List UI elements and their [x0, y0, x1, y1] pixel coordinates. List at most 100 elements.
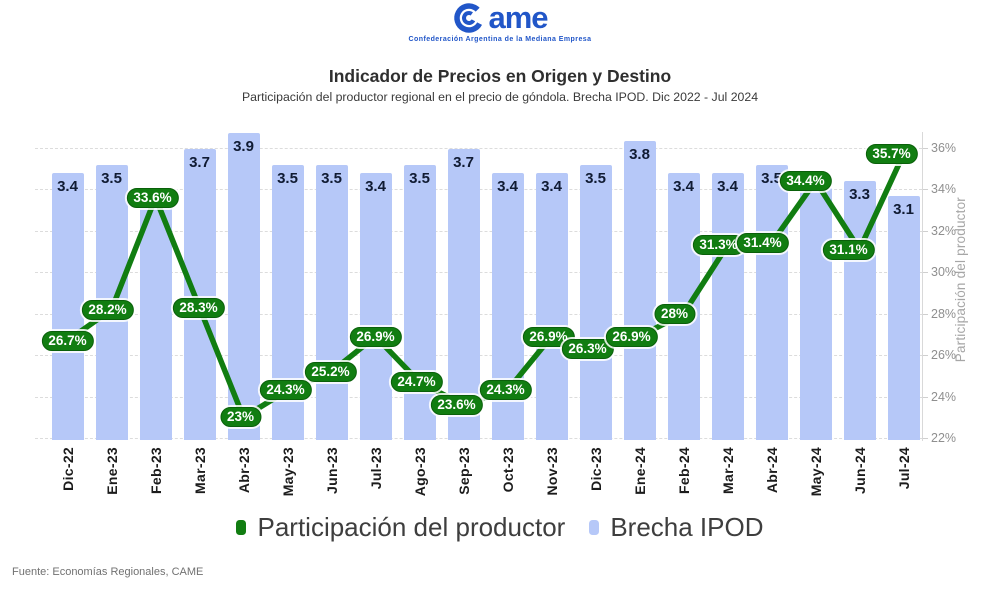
- x-axis-label: Ago-23: [411, 447, 428, 497]
- bar-Nov-23: [535, 172, 568, 440]
- came-logo-text: ame: [488, 0, 548, 35]
- x-axis-label: Jun-23: [323, 447, 340, 494]
- line-value-label: 31.1%: [822, 239, 875, 260]
- right-axis-tick-label: 36%: [931, 141, 957, 155]
- bar-value-label: 3.4: [497, 177, 518, 195]
- x-axis-label: Mar-23: [191, 447, 208, 494]
- line-value-label: 24.3%: [259, 380, 312, 401]
- came-logo: ame: [452, 0, 549, 36]
- came-logo-tagline: Confederación Argentina de la Mediana Em…: [408, 36, 592, 43]
- bar-Jul-24: [887, 196, 920, 440]
- x-axis-label: Feb-24: [675, 447, 692, 494]
- legend-item-brecha-ipod[interactable]: Brecha IPOD: [589, 512, 764, 543]
- x-axis-label: Jul-24: [895, 447, 912, 490]
- right-axis-tick: [922, 313, 928, 315]
- bar-value-label: 3.7: [189, 154, 210, 172]
- x-axis-label: Feb-23: [147, 447, 164, 494]
- legend: Participación del productor Brecha IPOD: [0, 512, 1000, 543]
- bar-Abr-24: [755, 164, 788, 440]
- right-axis-tick: [922, 355, 928, 357]
- right-axis-tick: [922, 272, 928, 274]
- right-axis-tick: [922, 230, 928, 232]
- bar-Mar-24: [711, 172, 744, 440]
- line-value-label: 26.7%: [41, 330, 94, 351]
- x-axis-label: Jul-23: [367, 447, 384, 490]
- bar-value-label: 3.5: [409, 169, 430, 187]
- bar-Ago-23: [403, 164, 436, 440]
- line-value-label: 33.6%: [126, 187, 179, 208]
- line-value-label: 25.2%: [304, 361, 357, 382]
- bar-Jun-23: [315, 164, 348, 440]
- bar-value-label: 3.1: [893, 201, 914, 219]
- bar-value-label: 3.4: [673, 177, 694, 195]
- right-axis-tick-label: 28%: [931, 306, 957, 321]
- bar-Jun-24: [843, 180, 876, 440]
- bar-Dic-23: [579, 164, 612, 440]
- bar-Mar-23: [183, 149, 216, 440]
- bar-value-label: 3.8: [629, 146, 650, 164]
- line-value-label: 26.3%: [561, 338, 614, 359]
- line-value-label: 23%: [219, 407, 262, 428]
- line-value-label: 28.3%: [172, 297, 225, 318]
- bar-value-label: 3.9: [233, 138, 254, 156]
- bar-value-label: 3.4: [717, 177, 738, 195]
- bar-Ene-24: [623, 141, 656, 440]
- legend-item-participacion[interactable]: Participación del productor: [236, 512, 565, 543]
- gridline: [35, 148, 922, 149]
- bar-value-label: 3.5: [277, 169, 298, 187]
- came-logo-mark-icon: [454, 3, 485, 33]
- line-value-label: 35.7%: [865, 144, 918, 165]
- x-axis-label: Abr-23: [235, 447, 252, 494]
- chart-subtitle: Participación del productor regional en …: [241, 90, 759, 104]
- line-value-label: 23.6%: [430, 394, 483, 415]
- line-value-label: 28.2%: [81, 299, 134, 320]
- line-value-label: 26.9%: [349, 326, 402, 347]
- right-axis-tick-label: 30%: [931, 265, 957, 280]
- x-axis-label: Sep-23: [455, 447, 472, 495]
- bar-Feb-23: [139, 204, 172, 440]
- chart-title: Indicador de Precios en Origen y Destino: [328, 66, 672, 86]
- right-axis-tick: [922, 189, 928, 191]
- right-axis-tick-label: 34%: [931, 182, 957, 197]
- blue-swatch-icon: [589, 520, 600, 535]
- line-value-label: 34.4%: [779, 171, 832, 192]
- source-note: Fuente: Economías Regionales, CAME: [12, 566, 204, 578]
- right-axis-tick: [922, 148, 928, 149]
- x-axis-label: Abr-24: [763, 447, 780, 494]
- bar-Dic-22: [51, 172, 84, 440]
- x-axis-label: Dic-22: [59, 447, 76, 491]
- legend-label: Participación del productor: [257, 512, 566, 542]
- bar-Abr-23: [227, 133, 260, 440]
- x-axis-label: Dic-23: [587, 447, 604, 491]
- bar-value-label: 3.7: [453, 154, 474, 172]
- right-axis-tick-label: 26%: [931, 348, 957, 363]
- line-value-label: 28%: [653, 303, 696, 324]
- right-axis-tick: [922, 396, 928, 398]
- right-axis-line: [922, 132, 923, 441]
- bar-Jul-23: [359, 172, 392, 440]
- header: ame Confederación Argentina de la Median…: [0, 0, 1000, 44]
- bar-value-label: 3.5: [101, 169, 122, 187]
- x-axis-label: Jun-24: [851, 447, 868, 494]
- x-axis-label: Ene-23: [103, 447, 120, 495]
- x-axis-label: Oct-23: [499, 447, 516, 493]
- bar-May-24: [799, 188, 832, 440]
- legend-label: Brecha IPOD: [610, 512, 764, 542]
- line-value-label: 31.4%: [736, 233, 789, 254]
- bar-value-label: 3.5: [321, 169, 342, 187]
- bar-value-label: 3.4: [365, 177, 386, 195]
- x-axis-label: Ene-24: [631, 447, 648, 495]
- x-axis-label: Nov-23: [543, 447, 560, 496]
- right-axis-tick-label: 24%: [931, 389, 957, 404]
- right-axis-tick-label: 22%: [931, 431, 957, 445]
- x-axis-label: May-24: [807, 447, 824, 497]
- right-axis-tick: [922, 438, 928, 439]
- x-axis-label: May-23: [279, 447, 296, 497]
- x-axis-label: Mar-24: [719, 447, 736, 494]
- bar-value-label: 3.4: [541, 177, 562, 195]
- line-value-label: 24.7%: [390, 372, 443, 393]
- right-axis-tick-label: 32%: [931, 223, 957, 238]
- bar-value-label: 3.3: [849, 185, 870, 203]
- bar-value-label: 3.4: [57, 177, 78, 195]
